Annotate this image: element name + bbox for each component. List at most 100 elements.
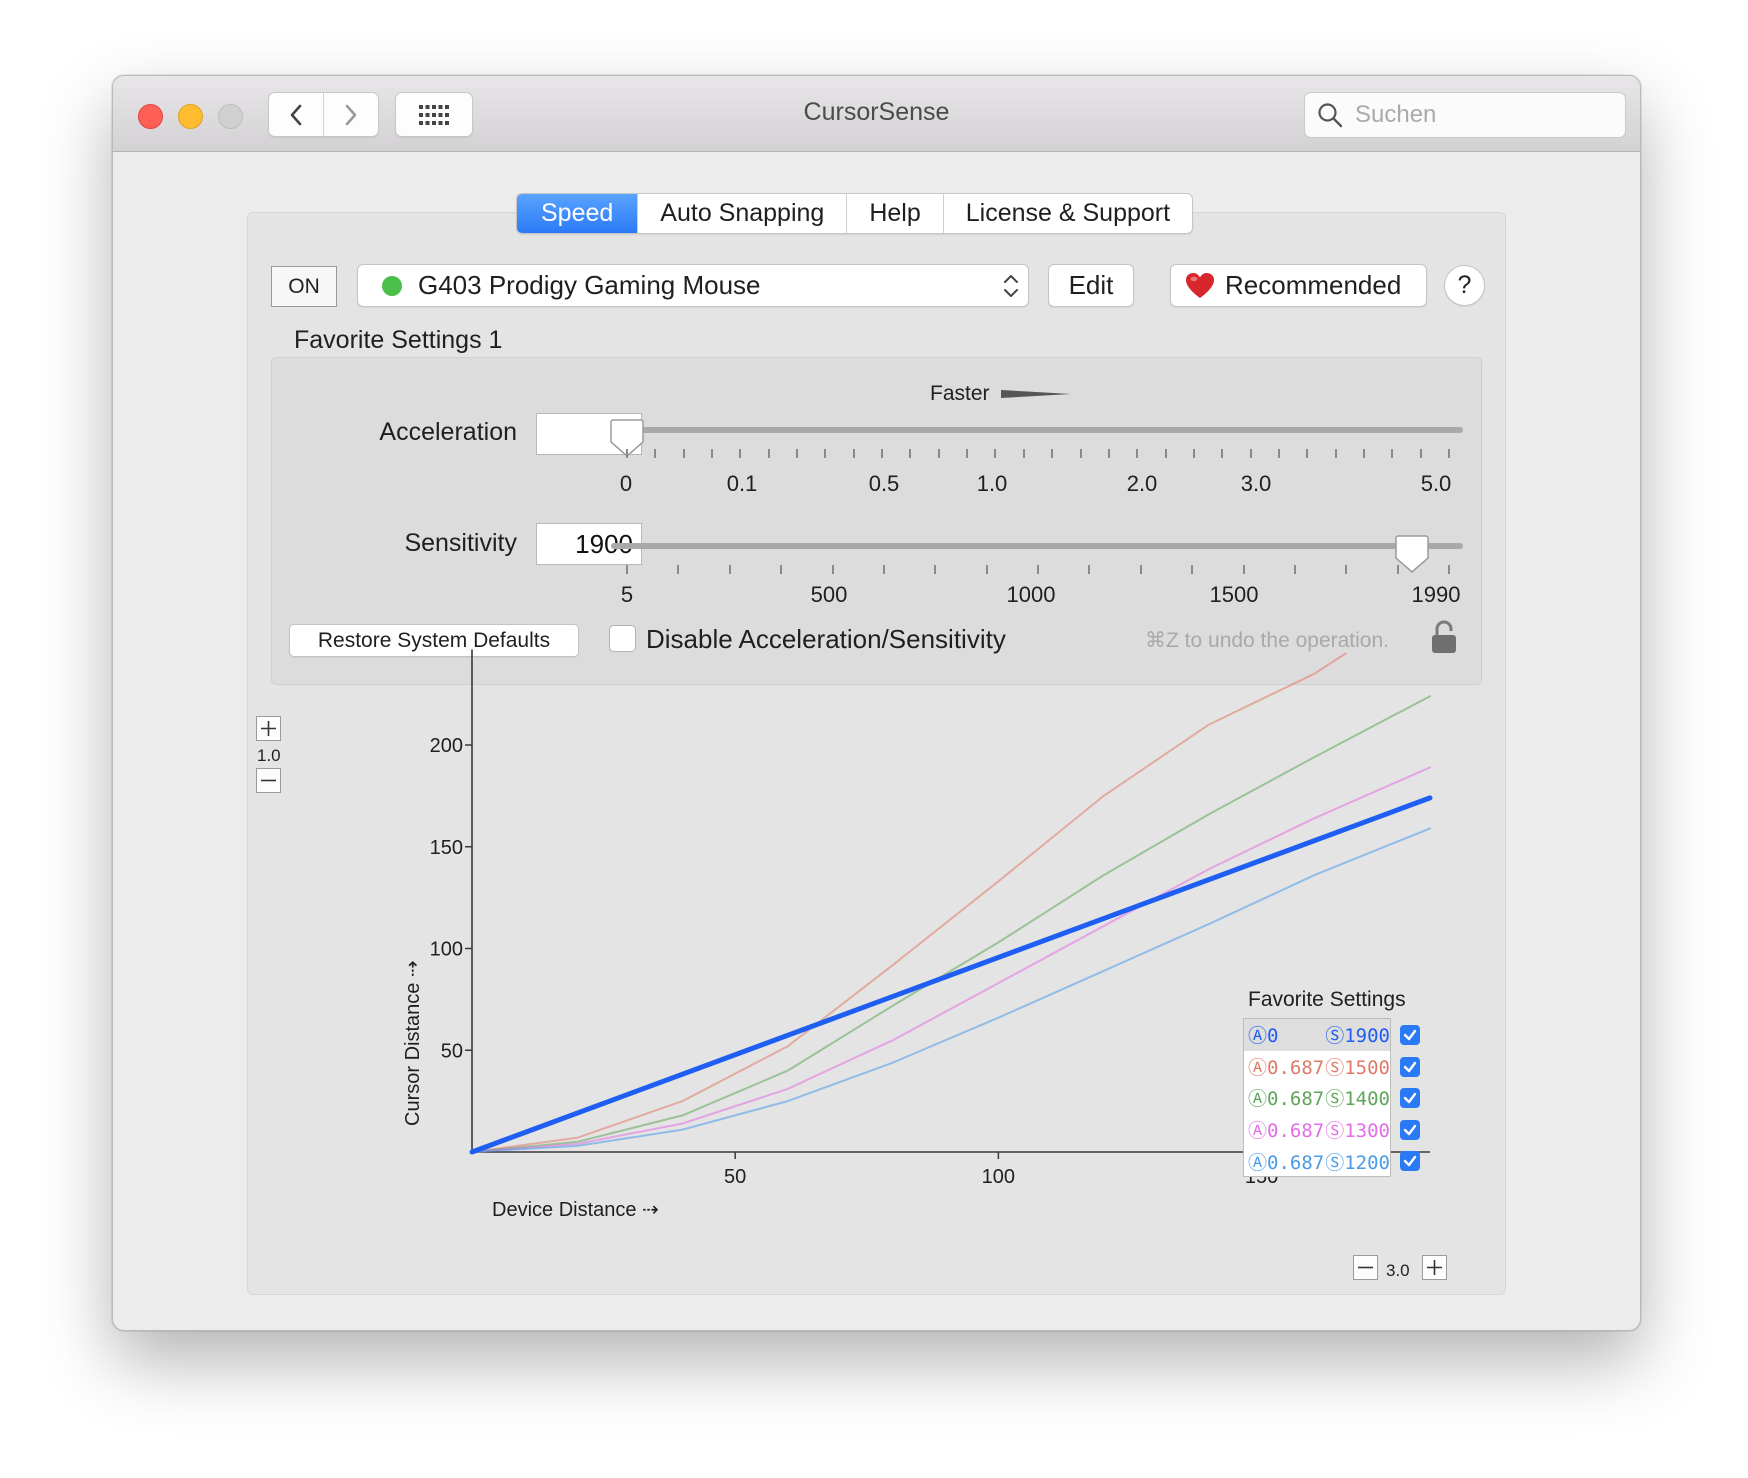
acceleration-tick — [654, 449, 657, 458]
sensitivity-tick — [934, 565, 937, 574]
tab-help[interactable]: Help — [846, 194, 942, 233]
undo-hint: ⌘Z to undo the operation. — [1145, 629, 1389, 652]
grid-icon — [419, 104, 449, 125]
x-tick-label: 50 — [724, 1166, 746, 1188]
y-tick-label: 150 — [430, 837, 463, 859]
minimize-window-button[interactable] — [178, 104, 203, 129]
acceleration-slider-track[interactable] — [611, 427, 1463, 433]
acceleration-tick — [1362, 449, 1365, 458]
edit-button[interactable]: Edit — [1048, 264, 1134, 307]
acceleration-tick-label: 1.0 — [976, 471, 1008, 496]
x-zoom-out-button[interactable] — [1353, 1255, 1378, 1280]
recommended-button[interactable]: Recommended — [1170, 264, 1427, 307]
x-zoom-in-button[interactable] — [1422, 1255, 1447, 1280]
acceleration-tick — [1136, 449, 1139, 458]
series-line-2 — [471, 695, 1431, 1153]
sensitivity-tick — [1293, 565, 1296, 574]
legend-series-checkbox[interactable] — [1400, 1088, 1420, 1109]
chevron-right-icon — [345, 104, 357, 125]
on-toggle-button[interactable]: ON — [271, 266, 337, 307]
help-button[interactable]: ? — [1444, 265, 1485, 306]
faster-wedge-icon — [1001, 390, 1072, 399]
acceleration-tick — [909, 449, 912, 458]
x-axis-label: Device Distance ⇢ — [492, 1199, 659, 1221]
disable-acceleration-checkbox[interactable] — [609, 625, 636, 652]
legend-title: Favorite Settings — [1248, 988, 1406, 1011]
acceleration-tick — [711, 449, 714, 458]
acceleration-tick — [937, 449, 940, 458]
y-zoom-in-button[interactable] — [256, 716, 281, 741]
legend-acceleration: Ⓐ0.687 — [1248, 1151, 1325, 1174]
lock-open-icon[interactable] — [1431, 620, 1457, 654]
acceleration-tick — [1221, 449, 1224, 458]
show-all-button[interactable] — [395, 92, 473, 137]
disable-acceleration-label: Disable Acceleration/Sensitivity — [646, 624, 1006, 654]
x-zoom-value: 3.0 — [1386, 1261, 1410, 1280]
acceleration-tick-label: 3.0 — [1240, 471, 1272, 496]
legend-row[interactable]: Ⓐ0.687 Ⓢ1200 — [1244, 1145, 1390, 1177]
forward-button[interactable] — [323, 93, 378, 136]
legend-series-checkbox[interactable] — [1400, 1025, 1420, 1045]
acceleration-tick — [1448, 449, 1450, 458]
sensitivity-tick — [985, 565, 988, 574]
plus-icon — [261, 721, 276, 736]
acceleration-slider-thumb[interactable] — [610, 418, 644, 458]
checkmark-icon — [1403, 1092, 1417, 1104]
app-window: CursorSense Speed Auto Snapping Help Lic… — [112, 75, 1641, 1331]
legend-sensitivity: Ⓢ1900 — [1325, 1025, 1390, 1048]
tab-auto-snapping[interactable]: Auto Snapping — [637, 194, 846, 233]
minus-icon — [1358, 1266, 1373, 1269]
checkmark-icon — [1403, 1124, 1417, 1135]
tab-speed[interactable]: Speed — [517, 194, 638, 233]
sensitivity-tick-label: 1000 — [1006, 582, 1056, 607]
legend-row[interactable]: Ⓐ0 Ⓢ1900 — [1244, 1019, 1390, 1051]
legend-acceleration: Ⓐ0 — [1248, 1025, 1279, 1048]
checkmark-icon — [1403, 1156, 1417, 1167]
y-tick-label: 200 — [430, 735, 463, 757]
sensitivity-slider-thumb[interactable] — [1395, 534, 1429, 574]
legend-row[interactable]: Ⓐ0.687 Ⓢ1500 — [1244, 1051, 1390, 1083]
search-input[interactable] — [1353, 100, 1613, 130]
sensitivity-tick — [882, 565, 885, 574]
sensitivity-tick — [1037, 565, 1039, 574]
sensitivity-tick — [1396, 565, 1399, 574]
series-line-0 — [469, 795, 1433, 1155]
sensitivity-tick — [780, 565, 783, 574]
recommended-label: Recommended — [1225, 270, 1402, 300]
legend-row[interactable]: Ⓐ0.687 Ⓢ1300 — [1244, 1114, 1390, 1146]
close-window-button[interactable] — [138, 104, 163, 129]
device-select[interactable]: G403 Prodigy Gaming Mouse — [357, 264, 1029, 307]
sensitivity-tick — [1345, 565, 1348, 574]
sensitivity-tick-label: 1500 — [1209, 582, 1259, 607]
navigation-segment — [268, 92, 379, 137]
search-field[interactable] — [1304, 92, 1626, 138]
device-status-dot — [382, 275, 402, 296]
acceleration-tick — [1277, 449, 1280, 458]
legend-row[interactable]: Ⓐ0.687 Ⓢ1400 — [1244, 1082, 1390, 1114]
y-zoom-out-button[interactable] — [256, 768, 281, 793]
acceleration-tick — [1079, 449, 1082, 458]
tab-license-support[interactable]: License & Support — [942, 194, 1192, 233]
restore-defaults-button[interactable]: Restore System Defaults — [289, 624, 579, 657]
series-line-3 — [471, 766, 1431, 1153]
acceleration-tick — [1306, 449, 1309, 458]
legend-series-checkbox[interactable] — [1400, 1056, 1420, 1077]
series-line-4 — [471, 827, 1431, 1153]
sensitivity-tick-label: 500 — [810, 582, 848, 607]
acceleration-tick — [739, 449, 742, 458]
acceleration-tick-label: 0 — [619, 471, 633, 496]
legend-series-checkbox[interactable] — [1400, 1119, 1420, 1140]
legend-series-checkbox[interactable] — [1400, 1151, 1420, 1172]
sensitivity-tick — [626, 565, 628, 574]
sensitivity-label: Sensitivity — [404, 529, 517, 557]
sensitivity-tick — [1242, 565, 1245, 574]
acceleration-tick — [1249, 449, 1252, 458]
device-name: G403 Prodigy Gaming Mouse — [418, 270, 761, 300]
legend-list[interactable]: Ⓐ0 Ⓢ1900 Ⓐ0.687 Ⓢ1500 Ⓐ0.687 Ⓢ1400 Ⓐ0.687 Ⓢ1300… — [1243, 1018, 1391, 1177]
acceleration-tick — [1164, 449, 1167, 458]
sensitivity-slider-track[interactable] — [611, 543, 1463, 549]
back-button[interactable] — [269, 93, 323, 136]
zoom-window-button[interactable] — [218, 104, 243, 129]
checkmark-icon — [1403, 1029, 1417, 1041]
favorite-settings-title: Favorite Settings 1 — [294, 326, 503, 354]
